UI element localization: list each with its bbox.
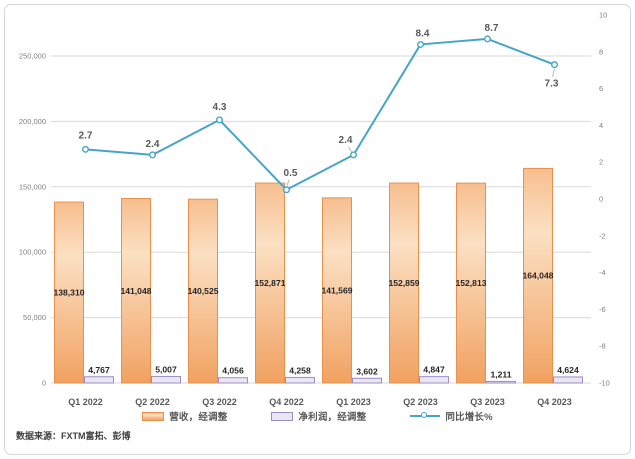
growth-point-marker	[81, 145, 89, 153]
profit-bar	[285, 376, 315, 384]
profit-bar	[218, 377, 248, 384]
revenue-bar	[121, 198, 151, 384]
growth-point-label: 7.3	[545, 79, 559, 90]
legend-label-growth: 同比增长%	[445, 412, 493, 423]
revenue-bar-label: 141,569	[321, 285, 352, 295]
profit-bar	[84, 376, 114, 384]
left-axis-tick-label: 250,000	[19, 52, 46, 61]
right-axis-tick-label: -10	[599, 379, 610, 388]
right-axis-tick-label: 2	[599, 158, 603, 167]
x-axis-label: Q4 2023	[537, 397, 572, 407]
profit-bar-label: 4,767	[88, 365, 110, 375]
revenue-bar-label: 141,048	[120, 286, 151, 296]
legend-item-growth: 同比增长%	[410, 409, 493, 423]
revenue-bar	[188, 198, 218, 384]
source-note: 数据来源：FXTM富拓、彭博	[16, 431, 131, 441]
revenue-bar-label: 152,859	[388, 278, 419, 288]
revenue-bar	[54, 201, 84, 384]
right-axis-tick-label: 6	[599, 84, 603, 93]
growth-point-label: 2.7	[79, 130, 93, 141]
growth-line-swatch-marker	[421, 412, 428, 419]
revenue-bar-label: 140,525	[187, 286, 218, 296]
profit-bar-label: 4,056	[222, 366, 244, 376]
revenue-bar-label: 138,310	[53, 288, 84, 298]
revenue-bars	[54, 167, 553, 384]
label-leader-line	[286, 179, 290, 186]
right-axis-tick-label: 10	[599, 11, 607, 20]
growth-point-marker	[148, 151, 156, 159]
x-axis-label: Q3 2023	[470, 397, 505, 407]
right-axis-tick-label: -2	[599, 231, 606, 240]
growth-point-label: 8.7	[485, 23, 499, 34]
label-leader-line	[552, 68, 555, 77]
right-axis-tick-label: 8	[599, 47, 603, 56]
x-axis-label: Q1 2022	[68, 397, 103, 407]
profit-bar-label: 4,847	[423, 365, 445, 375]
growth-point-marker	[417, 40, 425, 48]
growth-point-label: 8.4	[416, 28, 430, 39]
x-axis-label: Q2 2022	[135, 397, 170, 407]
profit-bar-label: 3,602	[356, 366, 378, 376]
right-axis-tick-label: -4	[599, 268, 606, 277]
revenue-bar-label: 164,048	[522, 271, 553, 281]
chart-legend: 营收，经调整 净利润，经调整 同比增长%	[0, 407, 635, 425]
growth-point-marker	[350, 151, 358, 159]
revenue-bar-label: 152,813	[455, 278, 486, 288]
growth-line	[85, 37, 555, 191]
revenue-bar	[523, 167, 553, 384]
profit-bar-label: 1,211	[490, 369, 511, 379]
growth-point-marker	[551, 61, 559, 69]
growth-line-swatch-icon	[410, 412, 441, 421]
growth-point-marker	[484, 35, 492, 43]
label-leader-line	[348, 146, 352, 153]
legend-item-revenue: 营收，经调整	[142, 409, 227, 423]
legend-label-revenue: 营收，经调整	[169, 412, 228, 423]
revenue-bar	[255, 182, 285, 384]
profit-bar-label: 4,624	[557, 365, 579, 375]
x-axis-labels: Q1 2022 Q2 2022 Q3 2022 Q4 2022 Q1 2023 Q2 20…	[68, 397, 572, 407]
profit-bar	[352, 377, 382, 384]
profit-swatch-icon	[271, 411, 294, 421]
profit-bar	[486, 380, 516, 384]
profit-bar-labels: 4,767 5,007 4,056 4,258 3,602 4,847 1,211 4,624	[88, 364, 579, 379]
x-axis-label: Q2 2023	[403, 397, 438, 407]
x-axis-label: Q4 2022	[269, 397, 304, 407]
revenue-bar	[389, 182, 419, 384]
growth-line-series: 2.7 2.4 4.3 0.5 2.4 8.4 8.7 7.3	[79, 23, 559, 194]
x-axis-label: Q3 2022	[202, 397, 237, 407]
profit-bars	[84, 375, 583, 384]
left-axis-tick-label: 150,000	[19, 182, 46, 191]
right-axis-tick-label: -6	[599, 305, 606, 314]
revenue-swatch-icon	[142, 411, 165, 421]
revenue-bar	[322, 197, 352, 384]
left-axis-tick-label: 50,000	[23, 313, 46, 322]
profit-bar-label: 4,258	[289, 365, 311, 375]
legend-label-profit: 净利润，经调整	[298, 412, 367, 423]
legend-item-profit: 净利润，经调整	[271, 409, 366, 423]
growth-point-label: 4.3	[213, 102, 227, 113]
right-axis-tick-label: 4	[599, 121, 603, 130]
revenue-bar-label: 152,871	[254, 278, 285, 288]
growth-point-marker	[283, 186, 291, 194]
growth-point-marker	[215, 116, 223, 124]
growth-point-label: 0.5	[284, 168, 298, 179]
x-axis-label: Q1 2023	[336, 397, 371, 407]
revenue-bar	[456, 182, 486, 384]
profit-bar-label: 5,007	[155, 364, 177, 374]
revenue-bar-labels: 138,310 141,048 140,525 152,871 141,569 152,8…	[53, 271, 553, 298]
left-axis-tick-label: 200,000	[19, 117, 46, 126]
profit-bar	[151, 375, 181, 384]
left-axis-tick-label: 0	[42, 379, 46, 388]
right-axis-tick-label: 0	[599, 195, 603, 204]
right-axis-ticks: -10 -8 -6 -4 -2 0 2 4 6 8 10	[599, 11, 610, 388]
left-axis-tick-label: 100,000	[19, 248, 46, 257]
profit-bar	[419, 376, 449, 384]
right-axis-tick-label: -8	[599, 342, 606, 351]
growth-point-label: 2.4	[339, 135, 353, 146]
growth-point-label: 2.4	[146, 139, 160, 150]
left-axis-ticks: 0 50,000 100,000 150,000 200,000 250,000	[19, 52, 46, 388]
profit-bar	[553, 376, 583, 384]
